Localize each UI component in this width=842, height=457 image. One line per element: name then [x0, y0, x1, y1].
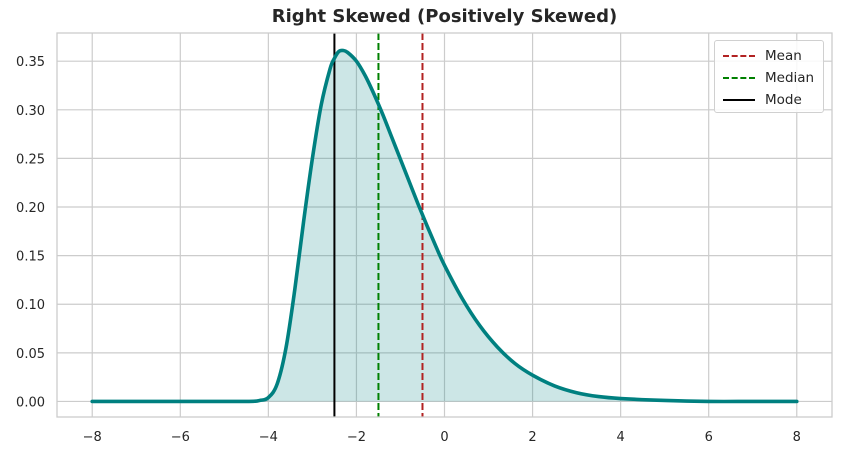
- y-tick-label: 0.20: [16, 201, 45, 216]
- legend: Mean Median Mode: [714, 40, 824, 113]
- dashed-line-icon: [723, 55, 755, 57]
- y-tick-label: 0.25: [16, 152, 45, 167]
- x-tick-label: 8: [793, 430, 801, 445]
- density-curve: [90, 48, 799, 404]
- x-tick-label: 6: [705, 430, 713, 445]
- y-tick-label: 0.15: [16, 250, 45, 265]
- y-tick-label: 0.30: [16, 104, 45, 119]
- y-tick-label: 0.00: [16, 395, 45, 410]
- density-fill: [92, 50, 797, 402]
- x-axis-ticks: −8 −6 −4 −2 0 2 4 6 8: [83, 430, 801, 445]
- legend-label: Median: [765, 70, 815, 86]
- legend-item-mode: Mode: [723, 89, 823, 111]
- legend-item-median: Median: [723, 67, 823, 89]
- y-tick-label: 0.35: [16, 55, 45, 70]
- y-tick-label: 0.10: [16, 298, 45, 313]
- statistic-lines: [333, 33, 424, 417]
- x-tick-label: 2: [528, 430, 536, 445]
- legend-item-mean: Mean: [723, 45, 823, 67]
- x-tick-label: −6: [171, 430, 190, 445]
- x-tick-label: −4: [259, 430, 278, 445]
- x-tick-label: −8: [83, 430, 102, 445]
- axes-frame: [56, 32, 833, 418]
- x-tick-label: 0: [440, 430, 448, 445]
- x-tick-label: 4: [616, 430, 624, 445]
- x-tick-label: −2: [347, 430, 366, 445]
- gridlines: [57, 33, 832, 417]
- chart-title: Right Skewed (Positively Skewed): [271, 6, 618, 27]
- y-axis-ticks: 0.00 0.05 0.10 0.15 0.20 0.25 0.30 0.35: [16, 55, 45, 410]
- legend-label: Mode: [765, 92, 802, 108]
- solid-line-icon: [723, 99, 755, 101]
- dashed-line-icon: [723, 77, 755, 79]
- legend-label: Mean: [765, 48, 802, 64]
- y-tick-label: 0.05: [16, 347, 45, 362]
